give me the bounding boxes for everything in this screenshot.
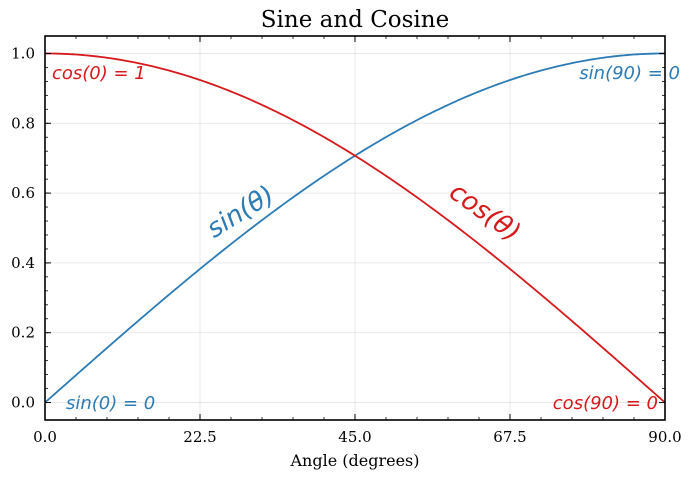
y-tick-label: 0.6 (11, 184, 35, 202)
annotation-cos0: cos(0) = 1 (52, 63, 146, 84)
cosine-line (44, 52, 666, 404)
annotation-sin90: sin(90) = 0 (579, 63, 680, 84)
annotation-layer: cos(0) = 1 sin(90) = 0 sin(θ) cos(θ) sin(0) … (52, 63, 680, 414)
chart-title: Sine and Cosine (261, 7, 449, 33)
x-tick-label: 90.0 (648, 428, 681, 446)
y-tick-label: 0.4 (11, 254, 35, 272)
grid-layer (44, 36, 666, 420)
annotation-cos-theta: cos(θ) (444, 177, 526, 248)
x-tick-label: 0.0 (33, 428, 57, 446)
tick-label-layer: 0.0 22.5 45.0 67.5 90.0 0.0 0.2 0.4 0.6 0.8 1.0 (11, 44, 682, 446)
y-tick-label: 1.0 (11, 44, 35, 62)
x-tick-label: 45.0 (338, 428, 371, 446)
y-tick-label: 0.8 (11, 114, 35, 132)
x-tick-label: 22.5 (183, 428, 216, 446)
annotation-cos90: cos(90) = 0 (553, 393, 658, 414)
x-tick-label: 67.5 (493, 428, 526, 446)
y-tick-label: 0.2 (11, 324, 35, 342)
y-tick-label: 0.0 (11, 394, 35, 412)
tick-layer (44, 36, 666, 420)
series-layer (44, 52, 666, 404)
x-axis-label: Angle (degrees) (289, 451, 419, 470)
annotation-sin0: sin(0) = 0 (66, 393, 155, 414)
annotation-sin-theta: sin(θ) (202, 180, 280, 244)
